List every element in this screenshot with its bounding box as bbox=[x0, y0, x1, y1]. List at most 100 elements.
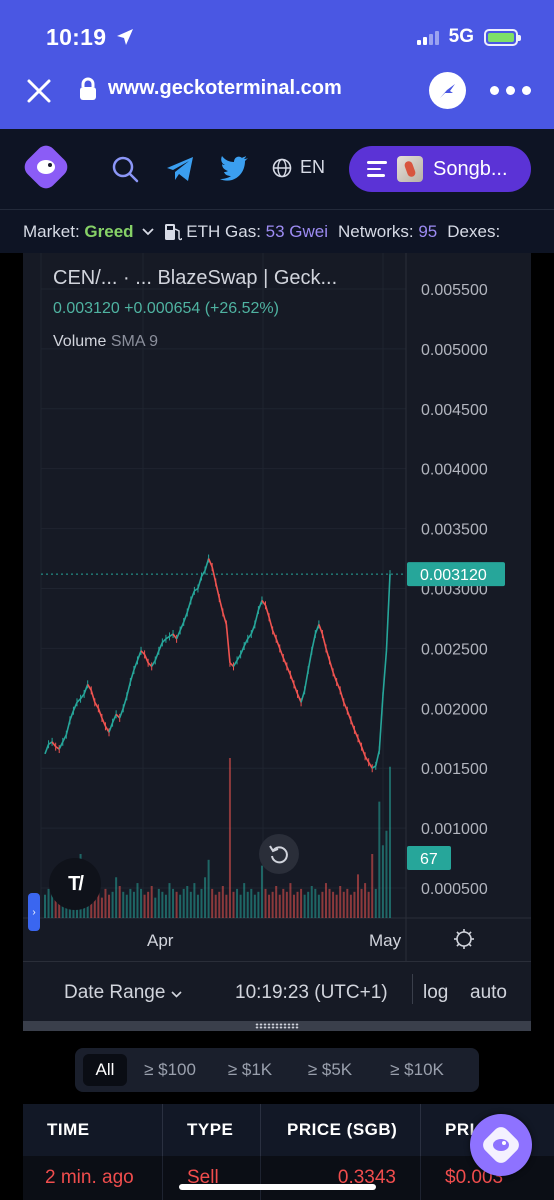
col-price-sgb[interactable]: PRICE (SGB) bbox=[261, 1104, 421, 1156]
price-segment bbox=[303, 669, 309, 691]
network-selector-button[interactable]: Songb... bbox=[349, 146, 531, 192]
current-price-badge bbox=[407, 562, 505, 587]
price-segment bbox=[318, 624, 324, 635]
site-favicon[interactable] bbox=[429, 72, 466, 109]
chart-resize-handle[interactable] bbox=[23, 1021, 531, 1031]
y-tick-label: 0.003500 bbox=[421, 522, 488, 539]
volume-bar bbox=[200, 888, 203, 918]
market-label: Market: bbox=[23, 221, 80, 241]
price-segment bbox=[58, 741, 64, 750]
rotate-icon bbox=[269, 845, 288, 864]
home-indicator bbox=[179, 1184, 376, 1190]
volume-value-label: 67 bbox=[420, 851, 438, 868]
telegram-icon[interactable] bbox=[165, 155, 195, 183]
signal-icon bbox=[416, 29, 439, 45]
volume-bar bbox=[193, 883, 196, 918]
filter-10k[interactable]: ≥ $10K bbox=[390, 1060, 444, 1079]
filter-1k[interactable]: ≥ $1K bbox=[227, 1060, 273, 1079]
log-scale-toggle[interactable]: log bbox=[423, 982, 449, 1003]
col-price-usd[interactable]: PRI bbox=[445, 1120, 475, 1139]
price-segment bbox=[62, 734, 68, 743]
price-chart[interactable]: 0.005500 0.005000 0.004500 0.004000 0.003500… bbox=[23, 253, 531, 1021]
price-segment bbox=[118, 708, 124, 719]
tradingview-logo-icon[interactable]: T/ bbox=[49, 858, 101, 910]
twitter-icon[interactable] bbox=[219, 155, 249, 181]
settings-gear-icon bbox=[454, 929, 474, 949]
side-panel-toggle[interactable]: › bbox=[28, 893, 40, 931]
price-segment bbox=[236, 653, 242, 661]
volume-bar bbox=[374, 888, 377, 918]
chart-clock[interactable]: 10:19:23 (UTC+1) bbox=[235, 982, 388, 1003]
volume-bar bbox=[285, 891, 288, 918]
price-segment bbox=[229, 662, 235, 667]
price-segment bbox=[129, 669, 135, 683]
date-range-button[interactable]: Date Range bbox=[64, 982, 182, 1004]
price-segment bbox=[343, 702, 349, 712]
volume-bar bbox=[44, 894, 46, 918]
geckoterminal-fab-button[interactable] bbox=[470, 1114, 532, 1176]
price-segment bbox=[296, 693, 302, 703]
filter-all[interactable]: All bbox=[83, 1054, 127, 1086]
price-segment bbox=[264, 605, 270, 618]
volume-bar bbox=[175, 891, 178, 918]
volume-bar bbox=[346, 888, 349, 918]
auto-scale-toggle[interactable]: auto bbox=[470, 982, 507, 1003]
volume-bar bbox=[157, 888, 160, 918]
network-label: Songb... bbox=[433, 157, 508, 180]
price-segment bbox=[51, 741, 57, 748]
price-segment bbox=[175, 630, 181, 640]
language-label: EN bbox=[300, 157, 326, 177]
volume-bar bbox=[189, 891, 192, 918]
col-type[interactable]: TYPE bbox=[163, 1104, 261, 1156]
url-text[interactable]: www.geckoterminal.com bbox=[108, 77, 342, 99]
geckoterminal-logo-icon[interactable] bbox=[22, 143, 70, 191]
price-segment bbox=[364, 755, 370, 763]
price-segment bbox=[190, 590, 196, 601]
chart-canvas[interactable]: 0.005500 0.005000 0.004500 0.004000 0.003500… bbox=[23, 253, 531, 961]
price-segment bbox=[328, 660, 334, 673]
price-segment bbox=[353, 729, 359, 739]
table-row[interactable]: 2 min. ago Sell 0.3343 $0.003 bbox=[23, 1156, 554, 1200]
price-segment bbox=[382, 650, 388, 697]
filter-5k[interactable]: ≥ $5K bbox=[307, 1060, 353, 1079]
price-segment bbox=[300, 690, 306, 703]
close-icon[interactable] bbox=[24, 76, 54, 106]
volume-bar bbox=[250, 888, 253, 918]
price-segment bbox=[136, 650, 142, 661]
hummingbird-icon bbox=[439, 83, 455, 98]
search-icon[interactable] bbox=[111, 155, 139, 183]
price-segment bbox=[257, 600, 263, 611]
status-right: 5G bbox=[416, 26, 521, 48]
price-segment bbox=[289, 674, 295, 685]
filter-100[interactable]: ≥ $100 bbox=[144, 1060, 196, 1079]
market-sentiment[interactable]: Greed bbox=[84, 221, 134, 241]
volume-bar bbox=[111, 891, 114, 918]
price-segment bbox=[197, 576, 203, 589]
chevron-down-icon[interactable] bbox=[141, 227, 154, 236]
volume-bar bbox=[321, 891, 324, 918]
price-segment bbox=[165, 635, 170, 640]
price-segment bbox=[104, 725, 110, 733]
price-segment bbox=[65, 720, 71, 735]
volume-bar bbox=[214, 894, 217, 918]
reset-chart-button[interactable] bbox=[259, 834, 299, 874]
language-selector[interactable]: EN bbox=[272, 157, 325, 178]
volume-bar bbox=[335, 894, 338, 918]
volume-bar bbox=[378, 801, 381, 918]
volume-bar bbox=[164, 894, 167, 918]
volume-bar bbox=[236, 888, 239, 918]
col-time[interactable]: TIME bbox=[23, 1104, 163, 1156]
globe-icon bbox=[272, 158, 292, 177]
price-segment bbox=[154, 650, 160, 661]
price-segment bbox=[218, 597, 224, 613]
volume-bar bbox=[104, 888, 107, 918]
volume-bar bbox=[339, 886, 342, 918]
volume-bar bbox=[371, 854, 374, 918]
more-options-icon[interactable] bbox=[490, 86, 531, 95]
price-segment bbox=[86, 683, 92, 691]
price-segment bbox=[200, 570, 206, 577]
price-segment bbox=[108, 722, 114, 733]
price-segment bbox=[307, 650, 313, 671]
y-tick-label: 0.000500 bbox=[421, 881, 488, 898]
volume-bar bbox=[90, 894, 93, 918]
